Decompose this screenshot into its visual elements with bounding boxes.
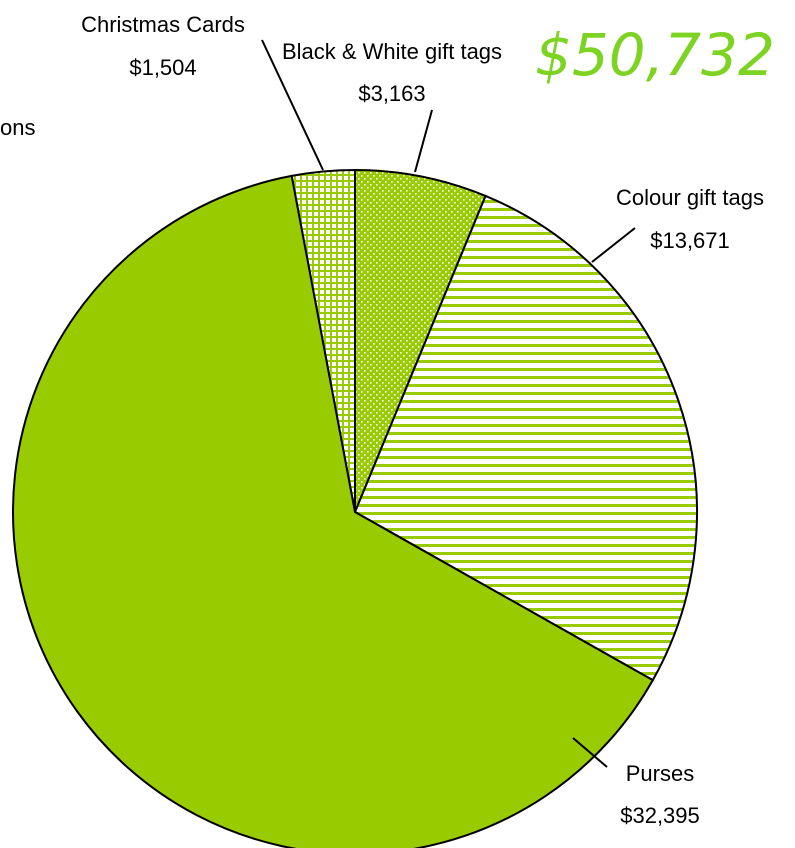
label-purses-value: $32,395 <box>620 803 700 828</box>
leader-purses <box>572 737 608 768</box>
slice-colour-gift-tags <box>353 194 698 682</box>
partial-label: ons <box>0 115 35 140</box>
label-bw-gift-tags-value: $3,163 <box>358 81 425 106</box>
label-colour-gift-tags-name: Colour gift tags <box>616 185 764 210</box>
leader-lines <box>261 39 636 768</box>
label-purses-name: Purses <box>626 761 694 786</box>
label-christmas-cards-value: $1,504 <box>129 55 196 80</box>
slice-bw-gift-tags <box>354 168 487 513</box>
slice-purses <box>12 174 655 848</box>
leader-christmas-cards <box>261 39 324 171</box>
label-bw-gift-tags-name: Black & White gift tags <box>282 39 502 64</box>
label-colour-gift-tags-value: $13,671 <box>650 228 730 253</box>
pie-slices <box>12 168 698 848</box>
leader-bw-gift-tags <box>414 109 433 173</box>
leader-colour-gift-tags <box>591 227 636 263</box>
label-christmas-cards-name: Christmas Cards <box>81 12 245 37</box>
total-amount: $50,732 <box>535 21 775 89</box>
